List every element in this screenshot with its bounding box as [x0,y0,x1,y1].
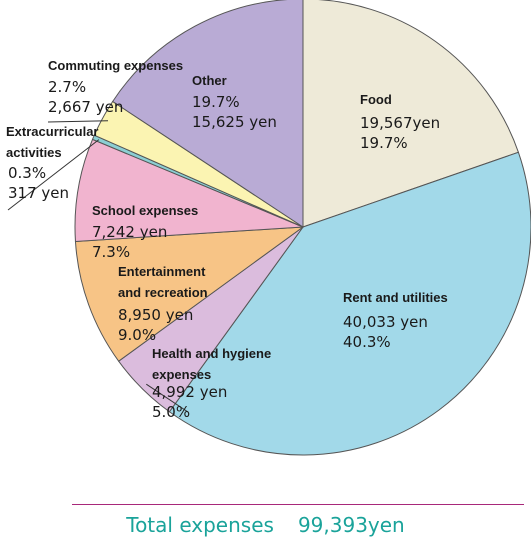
slice-label-rent-and-utilities: Rent and utilities 40,033 yen 40.3% [343,290,448,351]
slice-percent: 40.3% [343,333,391,351]
slice-label-school-expenses: School expenses 7,242 yen 7.3% [92,203,198,261]
slice-amount: 4,992 yen [152,383,227,401]
slice-label-food: Food 19,567yen 19.7% [360,92,440,152]
slice-percent: 5.0% [152,403,190,421]
slice-label-entertainment-and-recreation: Entertainment and recreation 8,950 yen 9.0% [118,264,208,344]
leader-line-extracurricular-activities [7,139,100,211]
slice-name: Entertainment [118,264,206,279]
total-value: 99,393yen [297,513,405,537]
slice-amount: 19,567yen [360,114,440,132]
slice-amount: 2,667 yen [48,98,123,116]
slice-amount: 40,033 yen [343,313,428,331]
slice-percent: 2.7% [48,78,86,96]
slice-percent: 0.3% [8,164,46,182]
total-label: Total expenses [126,513,274,537]
slice-amount: 15,625 yen [192,113,277,131]
slice-percent: 7.3% [92,243,130,261]
slice-amount: 7,242 yen [92,223,167,241]
slice-name: Extracurricular [6,124,99,139]
slice-percent: 19.7% [192,93,240,111]
pie-slice-school-expenses [74,138,304,242]
pie-slice-entertainment-and-recreation [74,226,305,362]
slice-name: Health and hygiene [152,346,271,361]
slice-percent: 9.0% [118,326,156,344]
slice-label-extracurricular-activities: Extracurricular activities 0.3% 317 yen [6,124,99,202]
pie-chart: Food 19,567yen 19.7% Rent and utilities 40,0… [6,0,531,456]
slice-name: expenses [152,367,211,382]
slice-name: and recreation [118,285,208,300]
total-divider [72,504,524,505]
slice-name: Other [192,73,227,88]
pie-slices [74,0,531,456]
slice-name: activities [6,145,62,160]
slice-amount: 317 yen [8,184,69,202]
leader-line-health-and-hygiene-expenses [146,383,189,413]
slice-name: Food [360,92,392,107]
slice-label-commuting-expenses: Commuting expenses 2.7% 2,667 yen [48,58,183,116]
slice-name: School expenses [92,203,198,218]
leader-line-commuting-expenses [47,120,109,123]
slice-name: Rent and utilities [343,290,448,305]
pie-slice-food [302,0,520,228]
slice-amount: 8,950 yen [118,306,193,324]
slice-label-other: Other 19.7% 15,625 yen [192,73,277,131]
slice-percent: 19.7% [360,134,408,152]
slice-name: Commuting expenses [48,58,183,73]
pie-slice-other [111,0,304,228]
total-expenses: Total expenses 99,393yen [0,513,531,537]
